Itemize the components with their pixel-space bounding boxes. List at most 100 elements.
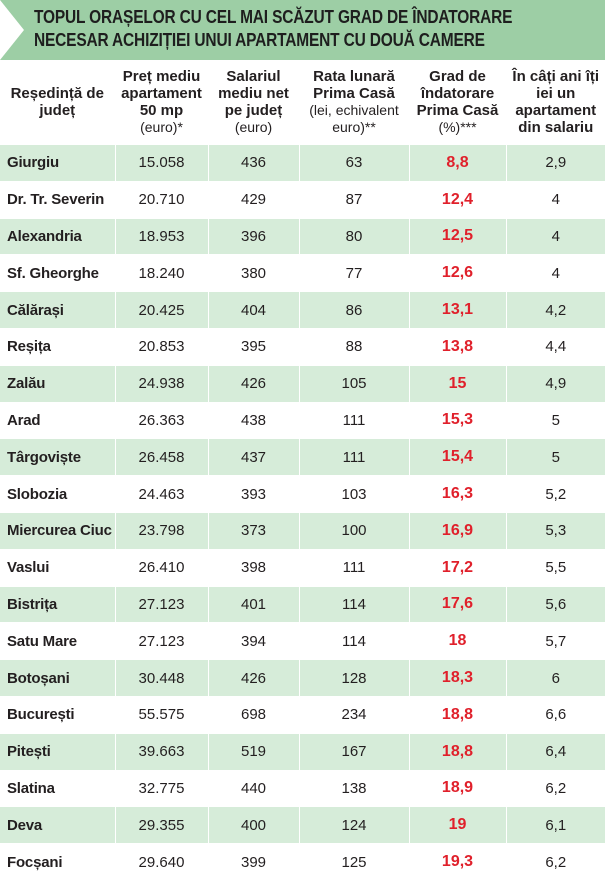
debt-ratio-cell: 19,3 bbox=[409, 844, 506, 881]
years-cell: 5 bbox=[506, 439, 605, 476]
salary-cell: 437 bbox=[208, 439, 299, 476]
monthly-rate-cell: 77 bbox=[299, 255, 409, 292]
price-cell: 55.575 bbox=[115, 696, 208, 733]
debt-ratio-cell: 18 bbox=[409, 623, 506, 660]
years-cell: 5,5 bbox=[506, 549, 605, 586]
city-name: Târgoviște bbox=[0, 439, 115, 476]
monthly-rate-cell: 114 bbox=[299, 586, 409, 623]
price-cell: 26.458 bbox=[115, 439, 208, 476]
salary-cell: 436 bbox=[208, 145, 299, 182]
monthly-rate-cell: 86 bbox=[299, 292, 409, 329]
salary-cell: 393 bbox=[208, 476, 299, 513]
column-header-unit: (lei, echivalent euro)** bbox=[300, 102, 409, 136]
years-cell: 4,9 bbox=[506, 365, 605, 402]
years-cell: 4 bbox=[506, 255, 605, 292]
column-header-label: Preț mediu apartament 50 mp bbox=[116, 68, 208, 119]
salary-cell: 404 bbox=[208, 292, 299, 329]
years-cell: 5,6 bbox=[506, 586, 605, 623]
salary-cell: 401 bbox=[208, 586, 299, 623]
title-band: TOPUL ORAȘELOR CU CEL MAI SCĂZUT GRAD DE… bbox=[0, 0, 605, 60]
title-arrow-shape bbox=[0, 0, 24, 60]
monthly-rate-cell: 111 bbox=[299, 549, 409, 586]
debt-ratio-cell: 12,5 bbox=[409, 218, 506, 255]
column-header-2: Preț mediu apartament 50 mp(euro)* bbox=[115, 60, 208, 145]
monthly-rate-cell: 87 bbox=[299, 181, 409, 218]
years-cell: 2,9 bbox=[506, 145, 605, 182]
price-cell: 24.938 bbox=[115, 365, 208, 402]
column-header-label: Grad de îndatorare Prima Casă bbox=[410, 68, 506, 119]
price-cell: 29.355 bbox=[115, 807, 208, 844]
column-header-label: În câți ani îți iei un apartament din sa… bbox=[507, 68, 605, 136]
city-name: Giurgiu bbox=[0, 145, 115, 182]
column-header-unit: (euro) bbox=[209, 119, 299, 136]
price-cell: 18.953 bbox=[115, 218, 208, 255]
years-cell: 6,2 bbox=[506, 770, 605, 807]
monthly-rate-cell: 103 bbox=[299, 476, 409, 513]
price-cell: 26.363 bbox=[115, 402, 208, 439]
price-cell: 26.410 bbox=[115, 549, 208, 586]
years-cell: 6,2 bbox=[506, 844, 605, 881]
city-name: Dr. Tr. Severin bbox=[0, 181, 115, 218]
column-header-1: Reședință de județ bbox=[0, 60, 115, 145]
years-cell: 4,4 bbox=[506, 328, 605, 365]
price-cell: 29.640 bbox=[115, 844, 208, 881]
salary-cell: 380 bbox=[208, 255, 299, 292]
price-cell: 27.123 bbox=[115, 623, 208, 660]
salary-cell: 519 bbox=[208, 733, 299, 770]
salary-cell: 698 bbox=[208, 696, 299, 733]
column-header-unit: (%)*** bbox=[410, 119, 506, 136]
monthly-rate-cell: 80 bbox=[299, 218, 409, 255]
years-cell: 4,2 bbox=[506, 292, 605, 329]
city-name: Arad bbox=[0, 402, 115, 439]
years-cell: 4 bbox=[506, 181, 605, 218]
debt-ratio-cell: 15,4 bbox=[409, 439, 506, 476]
monthly-rate-cell: 111 bbox=[299, 439, 409, 476]
column-header-unit: (euro)* bbox=[116, 119, 208, 136]
monthly-rate-cell: 88 bbox=[299, 328, 409, 365]
years-cell: 6,6 bbox=[506, 696, 605, 733]
city-name: Sf. Gheorghe bbox=[0, 255, 115, 292]
salary-cell: 426 bbox=[208, 660, 299, 697]
debt-ratio-cell: 15,3 bbox=[409, 402, 506, 439]
price-cell: 39.663 bbox=[115, 733, 208, 770]
years-cell: 5 bbox=[506, 402, 605, 439]
salary-cell: 440 bbox=[208, 770, 299, 807]
monthly-rate-cell: 111 bbox=[299, 402, 409, 439]
debt-ratio-cell: 18,3 bbox=[409, 660, 506, 697]
monthly-rate-cell: 114 bbox=[299, 623, 409, 660]
monthly-rate-cell: 124 bbox=[299, 807, 409, 844]
city-name: Slobozia bbox=[0, 476, 115, 513]
price-cell: 32.775 bbox=[115, 770, 208, 807]
debt-ratio-cell: 18,8 bbox=[409, 733, 506, 770]
price-cell: 20.710 bbox=[115, 181, 208, 218]
salary-cell: 429 bbox=[208, 181, 299, 218]
monthly-rate-cell: 128 bbox=[299, 660, 409, 697]
debt-ratio-cell: 17,6 bbox=[409, 586, 506, 623]
city-name: Deva bbox=[0, 807, 115, 844]
price-cell: 20.853 bbox=[115, 328, 208, 365]
years-cell: 5,2 bbox=[506, 476, 605, 513]
city-name: Botoșani bbox=[0, 660, 115, 697]
column-header-label: Reședință de județ bbox=[0, 85, 115, 119]
years-cell: 4 bbox=[506, 218, 605, 255]
debt-ratio-cell: 16,3 bbox=[409, 476, 506, 513]
monthly-rate-cell: 105 bbox=[299, 365, 409, 402]
salary-cell: 395 bbox=[208, 328, 299, 365]
city-name: Călărași bbox=[0, 292, 115, 329]
debt-ratio-cell: 17,2 bbox=[409, 549, 506, 586]
